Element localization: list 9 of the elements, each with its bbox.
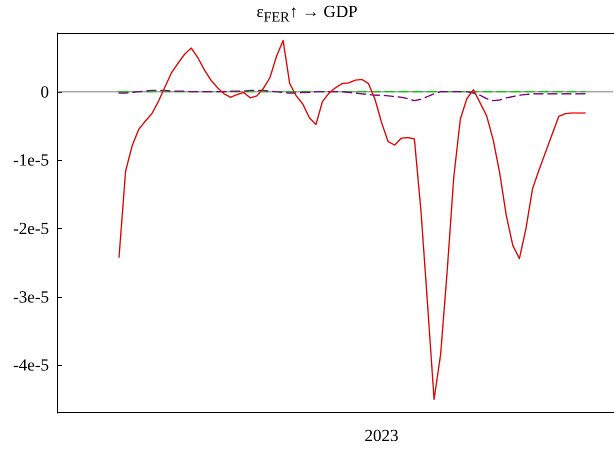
line-series <box>118 90 586 102</box>
y-tick-label: 0 <box>40 82 49 102</box>
chart-title: ε$_{FER}$↑ → GDP <box>255 2 359 26</box>
line-series <box>118 40 586 400</box>
x-tick-label: 2023 <box>364 426 399 445</box>
y-tick-label: -2e-5 <box>13 218 49 238</box>
y-tick-label: -4e-5 <box>13 356 49 375</box>
y-tick-label: -1e-5 <box>13 150 49 170</box>
y-tick-label: -3e-5 <box>13 287 49 306</box>
